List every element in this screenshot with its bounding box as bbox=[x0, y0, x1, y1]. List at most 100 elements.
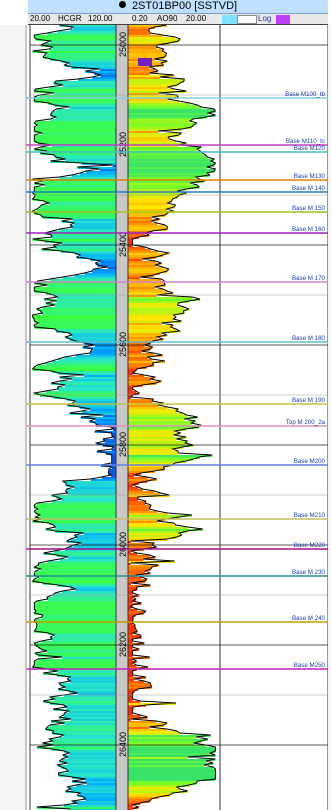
ao90-fill-band bbox=[128, 299, 200, 301]
ao90-fill-band bbox=[128, 457, 200, 459]
ao90-fill-band bbox=[128, 83, 181, 85]
ao90-fill-band bbox=[128, 189, 187, 191]
hcgr-fill-band bbox=[34, 505, 116, 507]
hcgr-fill-band bbox=[64, 713, 116, 715]
hcgr-fill-band bbox=[42, 217, 116, 219]
hcgr-fill-band bbox=[90, 479, 116, 481]
hcgr-curve-name[interactable]: HCGR bbox=[58, 14, 82, 23]
ao90-fill-band bbox=[128, 649, 139, 651]
hcgr-fill-band bbox=[70, 677, 116, 679]
hcgr-fill-band bbox=[69, 107, 116, 109]
ao90-fill-band bbox=[128, 635, 141, 637]
ao90-fill-band bbox=[128, 177, 196, 179]
hcgr-fill-band bbox=[60, 251, 116, 253]
ao90-fill-band bbox=[128, 515, 193, 517]
ao90-fill-band bbox=[128, 797, 159, 799]
ao90-fill-band bbox=[128, 741, 202, 743]
ao90-fill-band bbox=[128, 237, 139, 239]
hcgr-fill-band bbox=[32, 581, 116, 583]
ao90-fill-band bbox=[128, 413, 183, 415]
ao90-fill-band bbox=[128, 199, 173, 201]
log-track-label[interactable]: Log bbox=[258, 14, 272, 23]
track-header-row bbox=[28, 14, 328, 25]
ao90-fill-band bbox=[128, 373, 133, 375]
hcgr-fill-band bbox=[35, 619, 116, 621]
ao90-fill-band bbox=[128, 271, 168, 273]
ao90-fill-band bbox=[128, 123, 197, 125]
ao90-fill-band bbox=[128, 583, 131, 585]
hcgr-fill-band bbox=[71, 335, 116, 337]
hcgr-fill-band bbox=[40, 311, 116, 313]
hcgr-fill-band bbox=[77, 79, 116, 81]
hcgr-fill-band bbox=[72, 801, 116, 803]
hcgr-fill-band bbox=[73, 223, 116, 225]
ao90-fill-band bbox=[128, 259, 143, 261]
hcgr-fill-band bbox=[63, 715, 116, 717]
hcgr-fill-band bbox=[34, 131, 116, 133]
ao90-fill-band bbox=[128, 347, 153, 349]
hcgr-fill-band bbox=[50, 279, 116, 281]
hcgr-fill-band bbox=[49, 87, 116, 89]
hcgr-fill-band bbox=[72, 227, 116, 229]
ao90-fill-band bbox=[128, 783, 197, 785]
hcgr-fill-band bbox=[35, 611, 117, 613]
ao90-fill-band bbox=[128, 779, 216, 781]
ao90-fill-band bbox=[128, 113, 209, 115]
hcgr-fill-band bbox=[50, 119, 116, 121]
hcgr-fill-band bbox=[111, 427, 116, 429]
hcgr-fill-band bbox=[58, 689, 116, 691]
hcgr-fill-band bbox=[71, 175, 116, 177]
formation-marker-label: Base M 180 bbox=[292, 335, 326, 342]
hcgr-fill-band bbox=[75, 355, 116, 357]
ao90-fill-band bbox=[128, 785, 190, 787]
hcgr-fill-band bbox=[40, 147, 116, 149]
depth-label: 25000 bbox=[118, 32, 128, 57]
ao90-fill-band bbox=[128, 355, 163, 357]
ao90-fill-band bbox=[128, 137, 169, 139]
hcgr-fill-band bbox=[53, 709, 116, 711]
hcgr-right-scale: 120.00 bbox=[88, 14, 113, 23]
ao90-fill-band bbox=[128, 659, 133, 661]
well-title-bar[interactable]: 2ST01BP00 [SSTVD] bbox=[28, 0, 328, 14]
ao90-fill-band bbox=[128, 47, 157, 49]
ao90-fill-band bbox=[128, 699, 133, 701]
hcgr-fill-band bbox=[59, 559, 116, 561]
hcgr-fill-band bbox=[64, 695, 116, 697]
hcgr-fill-band bbox=[34, 135, 116, 137]
ao90-right-scale: 20.00 bbox=[186, 14, 207, 23]
ao90-fill-band bbox=[128, 43, 169, 45]
formation-marker-label: Base M130 bbox=[294, 173, 326, 180]
formation-marker-label: Base M120 bbox=[294, 145, 326, 152]
ao90-fill-band bbox=[128, 361, 165, 363]
hcgr-fill-band bbox=[34, 187, 116, 189]
hcgr-fill-band bbox=[38, 323, 116, 325]
ao90-fill-band bbox=[128, 715, 141, 717]
formation-marker-label: Base M 230 bbox=[292, 569, 326, 576]
hcgr-fill-band bbox=[52, 501, 116, 503]
ao90-fill-band bbox=[128, 181, 204, 183]
ao90-fill-band bbox=[128, 697, 133, 699]
ao90-fill-band bbox=[128, 721, 157, 723]
hcgr-fill-band bbox=[41, 617, 116, 619]
hcgr-fill-band bbox=[83, 533, 116, 535]
hcgr-fill-band bbox=[54, 551, 116, 553]
ao90-curve-name[interactable]: AO90 bbox=[157, 14, 178, 23]
ao90-fill-band bbox=[128, 49, 164, 51]
hcgr-fill-band bbox=[69, 691, 116, 693]
ao90-fill-band bbox=[128, 51, 163, 53]
hcgr-fill-band bbox=[58, 373, 116, 375]
hcgr-fill-band bbox=[48, 633, 116, 635]
ao90-fill-band bbox=[128, 793, 173, 795]
hcgr-fill-band bbox=[65, 159, 116, 161]
ao90-fill-band bbox=[128, 443, 186, 445]
hcgr-fill-band bbox=[34, 129, 116, 131]
hcgr-fill-band bbox=[34, 579, 117, 581]
ao90-fill-band bbox=[128, 73, 150, 75]
hcgr-fill-band bbox=[62, 277, 116, 279]
hcgr-fill-band bbox=[104, 441, 116, 443]
hcgr-fill-band bbox=[58, 359, 116, 361]
formation-marker-label: Base M 240 bbox=[292, 615, 326, 622]
ao90-fill-band bbox=[128, 487, 139, 489]
hcgr-fill-band bbox=[37, 659, 116, 661]
